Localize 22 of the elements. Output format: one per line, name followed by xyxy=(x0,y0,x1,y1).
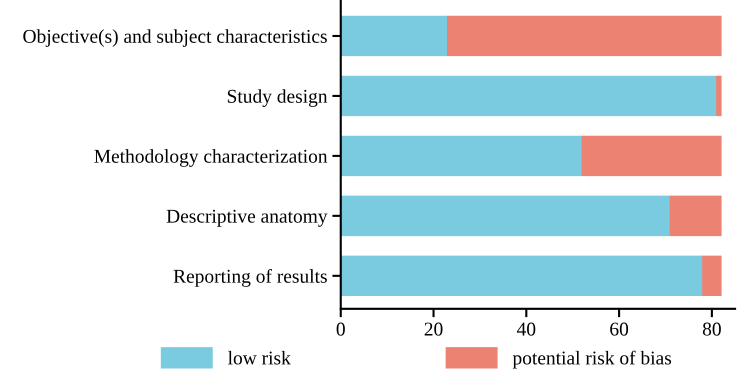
y-tick-label: Study design xyxy=(228,89,328,107)
bar xyxy=(340,76,717,116)
legend-label: low risk xyxy=(228,350,291,365)
legend-label: potential risk of bias xyxy=(512,350,672,368)
x-tick-label: 40 xyxy=(516,322,536,336)
bar xyxy=(716,76,722,116)
bar xyxy=(340,16,448,56)
x-tick-label: 0 xyxy=(336,322,345,336)
bar xyxy=(702,256,722,296)
bar xyxy=(340,256,704,296)
bar xyxy=(447,16,722,56)
y-tick-label: Methodology characterization xyxy=(94,149,328,167)
y-tick-label: Reporting of results xyxy=(174,268,327,287)
x-tick-label: 20 xyxy=(424,322,443,336)
y-tick-label: Objective(s) and subject characteristics xyxy=(23,29,327,47)
bar xyxy=(340,196,671,236)
bar xyxy=(340,136,582,176)
bar xyxy=(582,136,722,176)
bar xyxy=(670,196,722,236)
x-tick-label: 80 xyxy=(702,322,721,336)
y-tick-label: Descriptive anatomy xyxy=(166,210,328,227)
x-tick-label: 60 xyxy=(610,322,628,336)
